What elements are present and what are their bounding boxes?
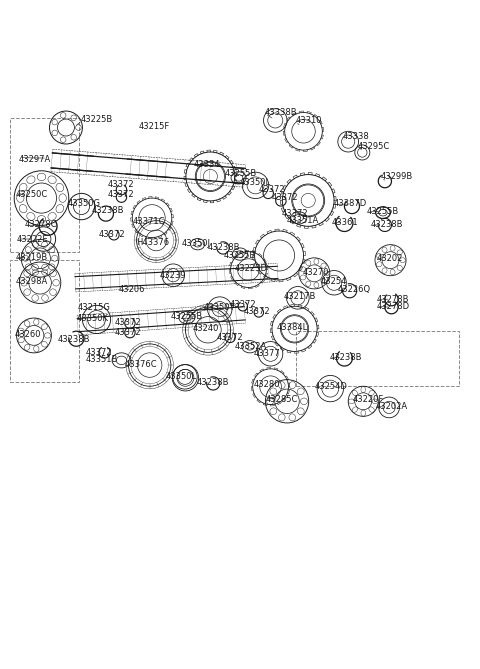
Text: 43350J: 43350J — [181, 240, 210, 248]
Text: 43351A: 43351A — [287, 216, 319, 225]
Text: 43372: 43372 — [86, 349, 112, 357]
Text: 43226Q: 43226Q — [338, 285, 371, 294]
Polygon shape — [170, 161, 195, 181]
Text: 43372: 43372 — [108, 181, 134, 189]
Text: 43238B: 43238B — [58, 334, 90, 344]
Text: 43351B: 43351B — [86, 355, 118, 364]
Text: 43217B: 43217B — [283, 292, 316, 301]
Polygon shape — [211, 164, 232, 184]
Text: 43238B: 43238B — [197, 379, 229, 387]
Text: 43223D: 43223D — [234, 264, 267, 273]
Text: 43270: 43270 — [302, 268, 329, 277]
Text: 43361: 43361 — [332, 218, 359, 227]
Text: 43260: 43260 — [14, 330, 41, 339]
Text: 43299B: 43299B — [381, 173, 413, 181]
Text: 43219B: 43219B — [15, 253, 48, 262]
Text: H43376: H43376 — [136, 238, 169, 248]
Text: 43278C: 43278C — [24, 220, 57, 229]
Text: 43352A: 43352A — [234, 342, 266, 351]
Text: 43285C: 43285C — [266, 395, 298, 404]
Text: 43372: 43372 — [114, 318, 141, 326]
Text: 43215G: 43215G — [78, 303, 110, 312]
Text: 43220F: 43220F — [353, 395, 384, 404]
Text: 43372: 43372 — [272, 193, 299, 201]
Text: 43238B: 43238B — [329, 353, 362, 361]
Text: 43250C: 43250C — [15, 190, 48, 199]
Text: 43238B: 43238B — [92, 206, 124, 215]
Text: 43238B: 43238B — [371, 220, 403, 229]
Text: 43295C: 43295C — [358, 142, 390, 151]
Text: 43310: 43310 — [296, 116, 322, 125]
Text: 43254: 43254 — [321, 277, 348, 286]
Text: 43255B: 43255B — [367, 207, 399, 216]
Text: 43334: 43334 — [194, 160, 220, 169]
Text: 43215F: 43215F — [139, 122, 170, 131]
Text: 43372: 43372 — [216, 333, 243, 343]
Text: 43372: 43372 — [244, 307, 270, 316]
Text: 43350K: 43350K — [77, 314, 109, 323]
Text: 43350G: 43350G — [67, 199, 100, 208]
Text: 43280: 43280 — [254, 381, 281, 389]
Polygon shape — [93, 155, 127, 176]
Text: 43387D: 43387D — [334, 199, 367, 208]
Text: 43206: 43206 — [119, 285, 145, 294]
Text: 43338B: 43338B — [265, 108, 298, 117]
Text: 43278B: 43278B — [376, 295, 409, 304]
Text: 43225B: 43225B — [81, 114, 113, 124]
Text: 43350L: 43350L — [166, 373, 197, 381]
Text: 43372: 43372 — [99, 230, 125, 240]
Text: 43255B: 43255B — [224, 250, 256, 260]
Text: 43255B: 43255B — [170, 312, 203, 320]
Text: 43372: 43372 — [281, 209, 308, 217]
Text: 43372: 43372 — [108, 190, 134, 199]
Text: 43222E: 43222E — [16, 235, 48, 244]
Text: 43350T: 43350T — [204, 302, 235, 312]
Text: 43255B: 43255B — [225, 169, 257, 178]
Bar — [10, 260, 79, 383]
Text: 43376C: 43376C — [125, 360, 157, 369]
Text: 43202A: 43202A — [375, 401, 408, 411]
Text: 43297A: 43297A — [19, 155, 51, 163]
Text: 43239: 43239 — [160, 271, 187, 280]
Bar — [10, 118, 79, 252]
Text: 43240: 43240 — [193, 324, 219, 333]
Text: 43238B: 43238B — [208, 244, 240, 252]
Text: 43338: 43338 — [343, 132, 369, 141]
Text: 43372: 43372 — [114, 328, 141, 337]
Text: 43278D: 43278D — [376, 302, 409, 311]
Text: 43371C: 43371C — [133, 217, 165, 226]
Text: 43372: 43372 — [229, 300, 256, 309]
Text: 43350L: 43350L — [240, 177, 271, 187]
Text: 43202: 43202 — [376, 254, 403, 263]
Text: 43254D: 43254D — [314, 382, 347, 391]
Text: 43377: 43377 — [254, 349, 281, 358]
Text: 43298A: 43298A — [15, 278, 48, 286]
Bar — [296, 330, 459, 386]
Text: 43372: 43372 — [259, 185, 286, 194]
Text: 43384L: 43384L — [276, 323, 308, 332]
